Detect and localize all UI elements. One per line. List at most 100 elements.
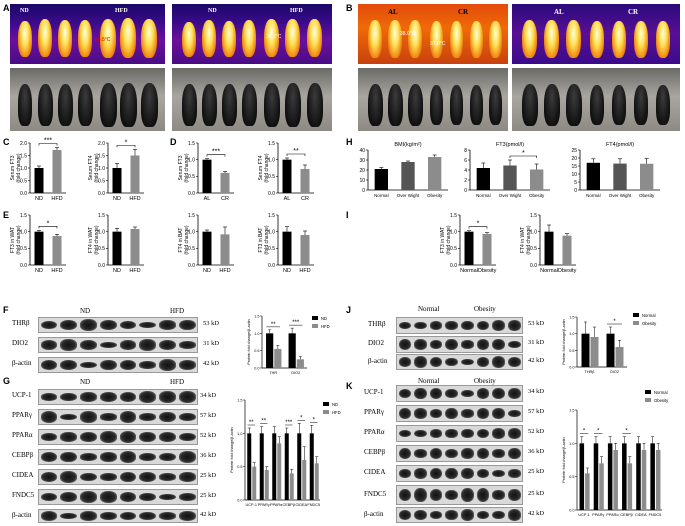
blot-row-label: CEBPβ <box>12 451 34 459</box>
y-tick-label: 0.0 <box>450 263 457 269</box>
chart-f-quant: 0.0 0.5 1.0 1.5 THR ** DIO2 *** Protein fold cha… <box>247 315 330 376</box>
significance-marker: * <box>125 139 128 146</box>
blot-band <box>60 451 77 463</box>
blot-band <box>492 428 505 439</box>
y-tick-label: 20 <box>359 168 365 174</box>
significance-marker: * <box>522 150 525 157</box>
x-tick-label: DIO2 <box>291 371 300 375</box>
y-tick-label: 1.0 <box>530 229 537 235</box>
label-nd: ND <box>208 8 217 14</box>
blot-band <box>119 340 137 350</box>
blot-band <box>507 387 521 400</box>
blot-row-label: PPARα <box>364 428 385 436</box>
blot-band <box>414 321 427 330</box>
x-tick-label: Over Wight <box>499 193 522 198</box>
y-tick-label: 0.5 <box>20 246 27 252</box>
blot-strip <box>38 317 198 333</box>
blot-band <box>60 392 77 402</box>
chart-H3: 0 5 10 15 20 25 Normal Over Wight Obesity FT4(pmo… <box>571 142 660 198</box>
blot-band <box>99 452 117 462</box>
bar <box>544 231 554 265</box>
group-label: HFD <box>170 307 185 315</box>
blot-band <box>398 509 412 521</box>
blot-band <box>80 361 97 369</box>
y-tick-label: 0.5 <box>20 178 27 184</box>
x-tick-label: Normal <box>476 193 491 198</box>
bar <box>220 234 230 265</box>
y-axis-label: Protein fold change/β-actin <box>562 319 566 364</box>
blot-band <box>445 407 458 420</box>
blot-band <box>507 320 521 331</box>
significance-marker: * <box>47 220 50 227</box>
blot-band <box>492 407 505 420</box>
chart-J_q: 0.0 0.5 1.0 1.5 THRβ DIO2 * Protein fold change… <box>562 313 657 374</box>
bar <box>627 463 633 510</box>
blot-band <box>40 320 58 330</box>
blot-band <box>398 447 412 460</box>
blot-band <box>139 492 156 502</box>
legend-swatch <box>633 321 639 325</box>
bar <box>296 359 304 368</box>
blot-band <box>139 321 156 329</box>
y-tick-label: 2.0 <box>98 141 105 147</box>
blot-band <box>139 339 156 351</box>
x-tick-label: CIDEA <box>295 503 307 507</box>
y-tick-label: 1.0 <box>20 166 27 172</box>
blot-band <box>461 409 474 418</box>
bar <box>112 168 122 193</box>
significance-marker: *** <box>292 320 300 326</box>
bar <box>266 333 274 368</box>
y-tick-label: 8 <box>464 148 467 154</box>
chart-D2: 0.0 0.5 1.0 1.5 AL CR ** Serum FT4 (fold change) <box>258 141 314 202</box>
blot-row-label: PPARα <box>12 431 33 439</box>
blot-band <box>60 471 77 483</box>
blot-band <box>461 448 474 459</box>
legend-swatch <box>323 402 329 406</box>
blot-band <box>398 469 412 478</box>
bar <box>34 231 44 265</box>
blot-band <box>40 471 58 482</box>
y-tick-label: 25 <box>571 148 577 154</box>
blot-band <box>159 339 176 351</box>
x-tick-label: ND <box>113 268 121 274</box>
thermal-image-nd-hfd-2: ND HFD 36.7°C <box>172 4 332 64</box>
blot-band <box>159 473 176 481</box>
blot-row-label: β-actin <box>364 510 384 518</box>
blot-band <box>40 359 58 371</box>
blot-band <box>40 393 58 401</box>
x-tick-label: PPARγ <box>258 503 270 507</box>
y-tick-label: 1.0 <box>237 432 242 436</box>
x-tick-label: CR <box>301 196 309 202</box>
panel-letter-i: I <box>346 210 349 220</box>
blot-band <box>139 452 156 462</box>
kd-label: 52 kD <box>200 432 217 439</box>
significance-marker: * <box>300 415 303 421</box>
y-tick-label: 0.0 <box>254 367 259 371</box>
y-axis-label: (fold change) <box>264 153 270 183</box>
legend-label: Obesity <box>642 321 657 326</box>
blot-band <box>99 341 117 349</box>
y-tick-label: 0.0 <box>237 499 242 503</box>
x-tick-label: ND <box>113 196 121 202</box>
y-axis-label: Protein fold change/β-actin <box>247 319 251 364</box>
bar <box>482 234 492 265</box>
blot-band <box>178 493 196 501</box>
blot-band <box>445 429 458 438</box>
blot-band <box>119 320 137 330</box>
y-tick-label: 40 <box>359 148 365 154</box>
blot-band <box>461 428 474 439</box>
blot-band <box>159 452 176 462</box>
bar <box>297 433 302 500</box>
blot-band <box>476 510 490 520</box>
y-tick-label: 0.5 <box>188 246 195 252</box>
y-axis-label: (fold change) <box>526 225 532 255</box>
blot-band <box>492 449 505 458</box>
blot-row-label: β-actin <box>12 359 32 367</box>
thermal-image-nd-hfd-1: ND HFD 36.5°C <box>10 4 165 64</box>
x-tick-label: HFD <box>219 268 230 274</box>
bar <box>650 443 655 510</box>
bar <box>252 466 257 500</box>
blot-band <box>60 432 77 442</box>
legend-label: HFD <box>321 324 330 329</box>
y-tick-label: 1.0 <box>268 157 275 163</box>
